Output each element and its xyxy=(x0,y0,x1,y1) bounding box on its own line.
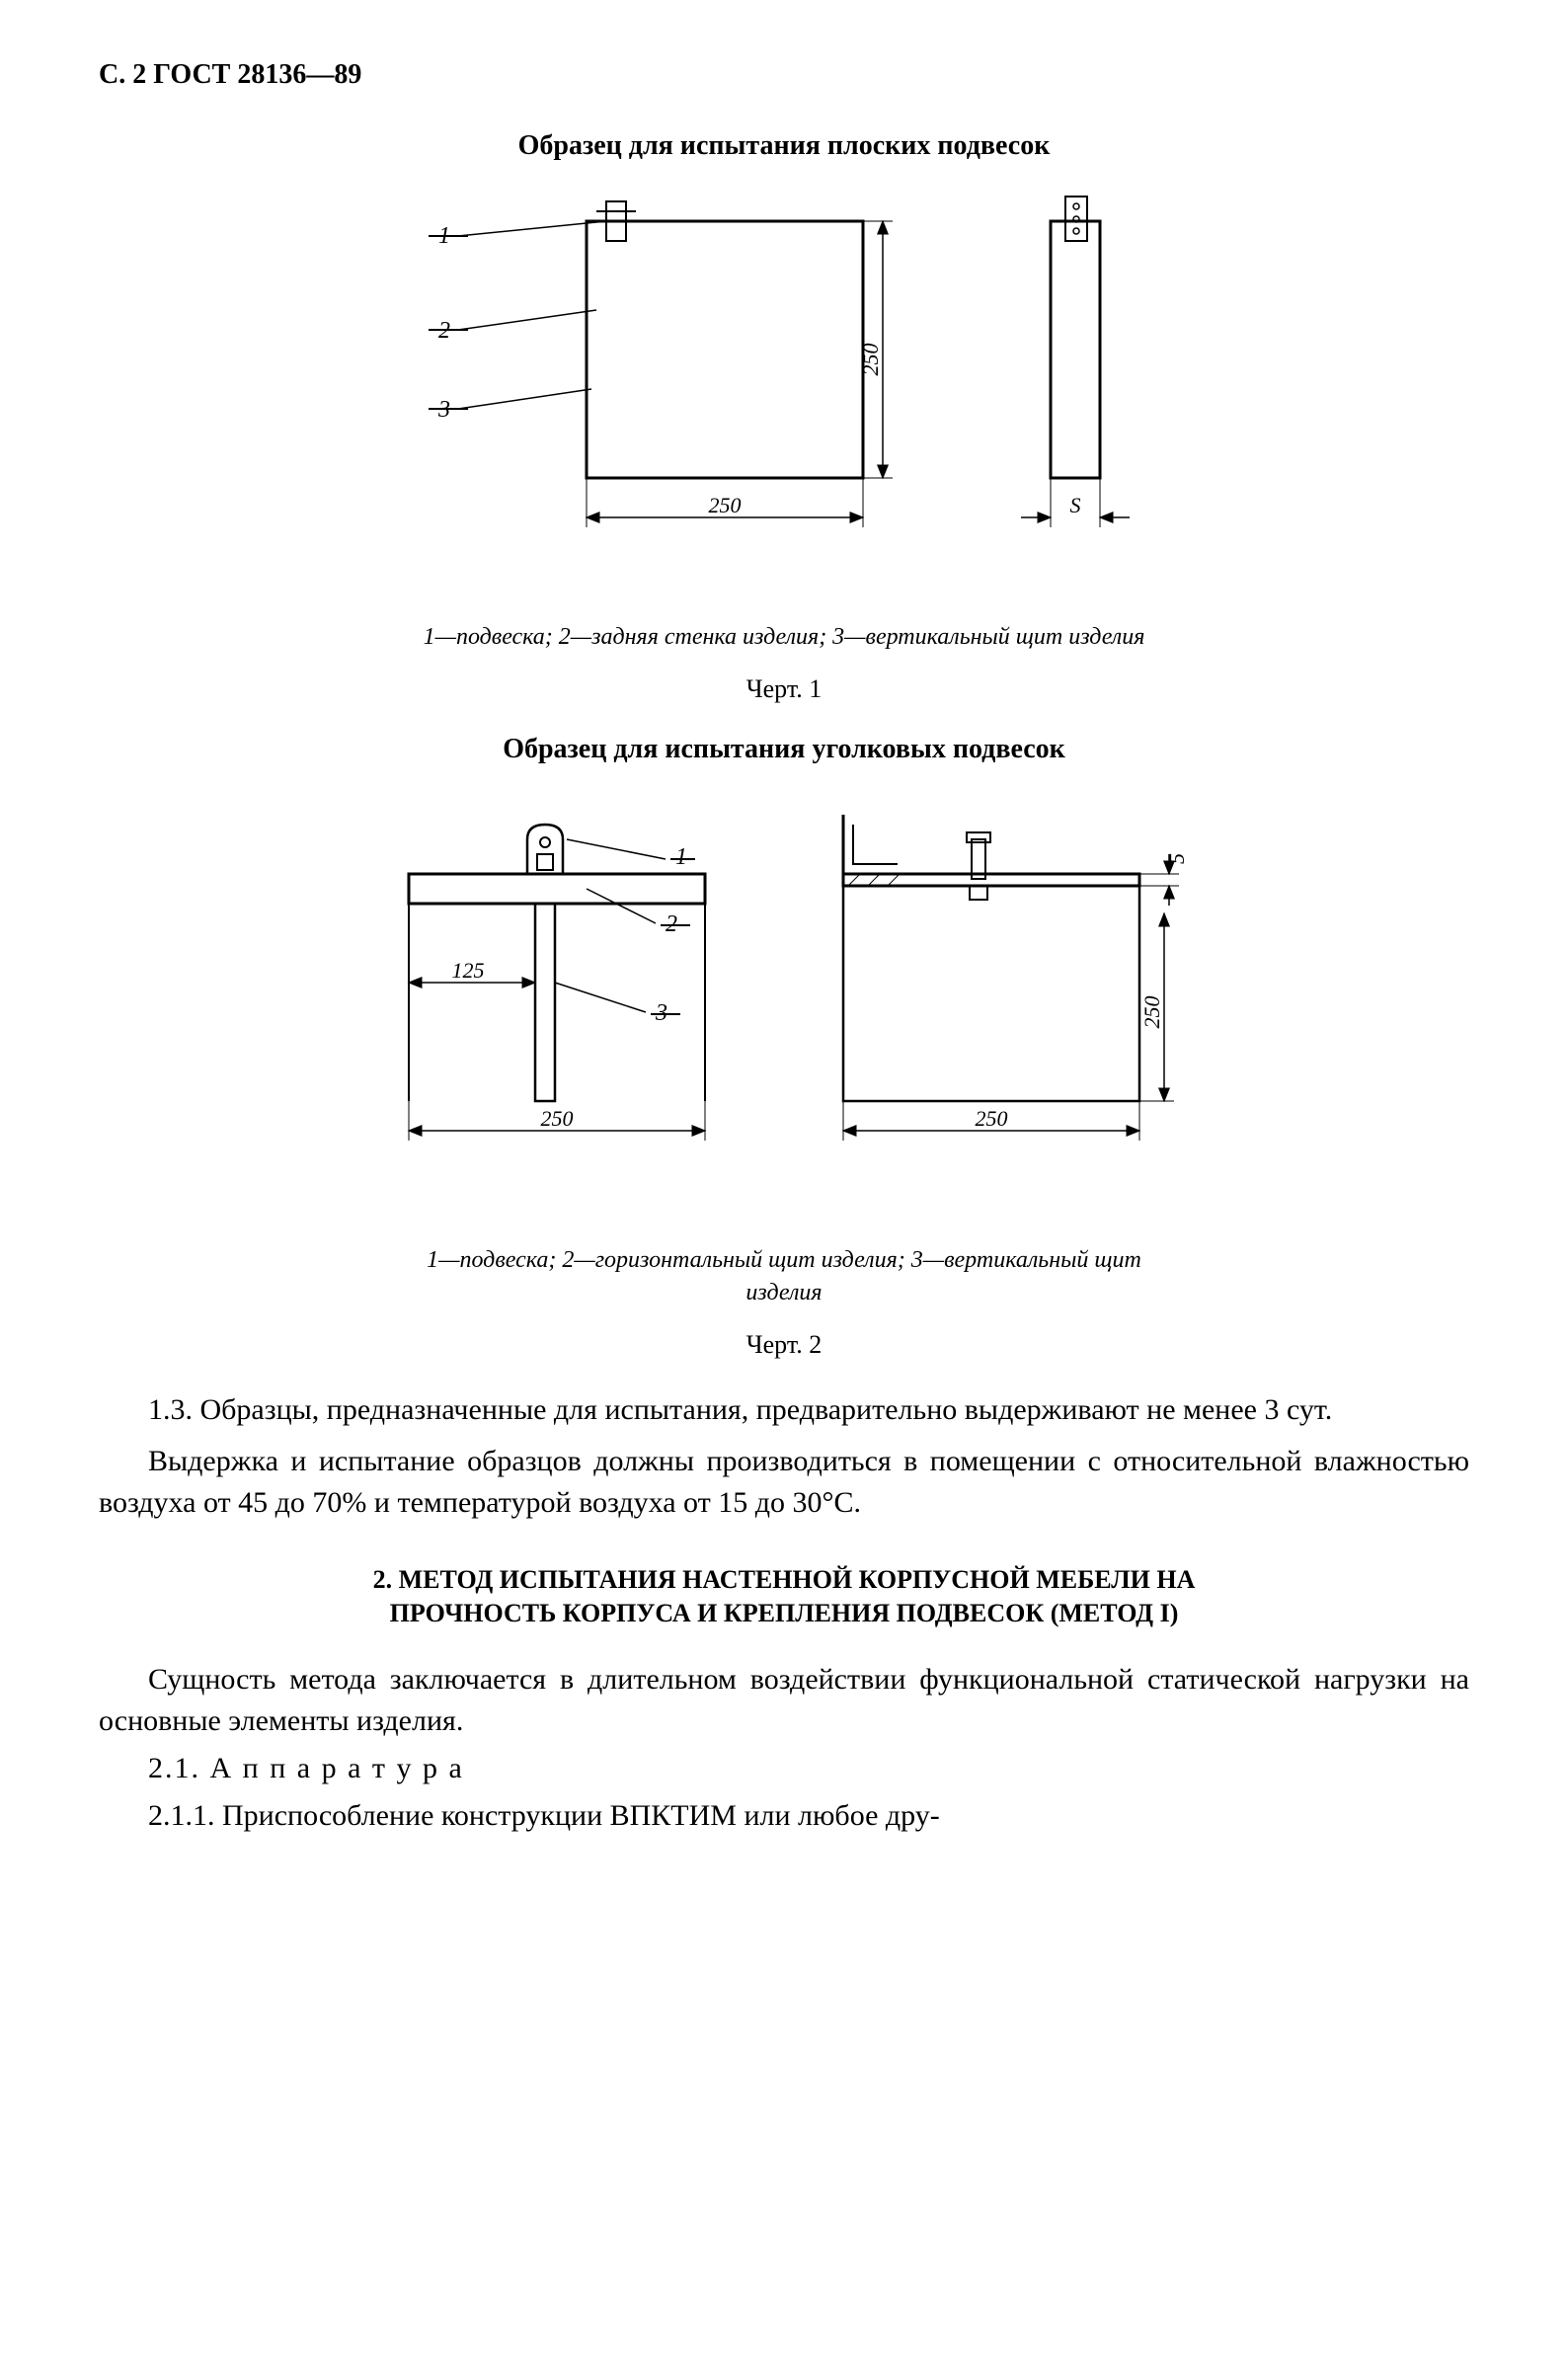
para-2-1-1: 2.1.1. Приспособление конструкции ВПКТИМ… xyxy=(99,1795,1469,1837)
para-1-3b: Выдержка и испытание образцов должны про… xyxy=(99,1441,1469,1524)
section2-heading: 2. МЕТОД ИСПЫТАНИЯ НАСТЕННОЙ КОРПУСНОЙ М… xyxy=(340,1563,1228,1630)
para-2-1: 2.1. А п п а р а т у р а xyxy=(99,1752,1469,1785)
para-2-intro: Сущность метода заключается в длительном… xyxy=(99,1659,1469,1742)
figure1-title: Образец для испытания плоских подвесок xyxy=(99,130,1469,162)
fig2-dim-250v: 250 xyxy=(1139,995,1164,1028)
fig2-dim-250-left: 250 xyxy=(541,1106,574,1131)
figure2-title: Образец для испытания уголковых подвесок xyxy=(99,734,1469,765)
figure1-label: Черт. 1 xyxy=(99,674,1469,704)
figure2-legend: 1—подвеска; 2—горизонтальный щит изделия… xyxy=(389,1244,1179,1310)
fig2-callout-1: 1 xyxy=(675,844,687,870)
fig2-dim-250-right: 250 xyxy=(976,1106,1008,1131)
fig2-dim-125: 125 xyxy=(452,958,485,983)
fig2-dim-5: 5 xyxy=(1164,853,1189,864)
figure1-drawing: 250 250 1 2 3 S xyxy=(340,182,1228,596)
fig1-dim-250h: 250 xyxy=(709,493,742,517)
figure1-svg-container: 250 250 1 2 3 S xyxy=(99,182,1469,601)
para-1-3: 1.3. Образцы, предназначенные для испыта… xyxy=(99,1389,1469,1431)
figure2-label: Черт. 2 xyxy=(99,1330,1469,1360)
figure2-drawing: 1 2 3 125 250 xyxy=(290,785,1278,1220)
figure2-svg-container: 1 2 3 125 250 xyxy=(99,785,1469,1225)
figure1-legend: 1—подвеска; 2—задняя стенка изделия; 3—в… xyxy=(389,621,1179,655)
fig1-dim-250v: 250 xyxy=(858,344,883,376)
page-header: С. 2 ГОСТ 28136—89 xyxy=(99,59,1469,91)
fig1-dim-s: S xyxy=(1070,493,1081,517)
